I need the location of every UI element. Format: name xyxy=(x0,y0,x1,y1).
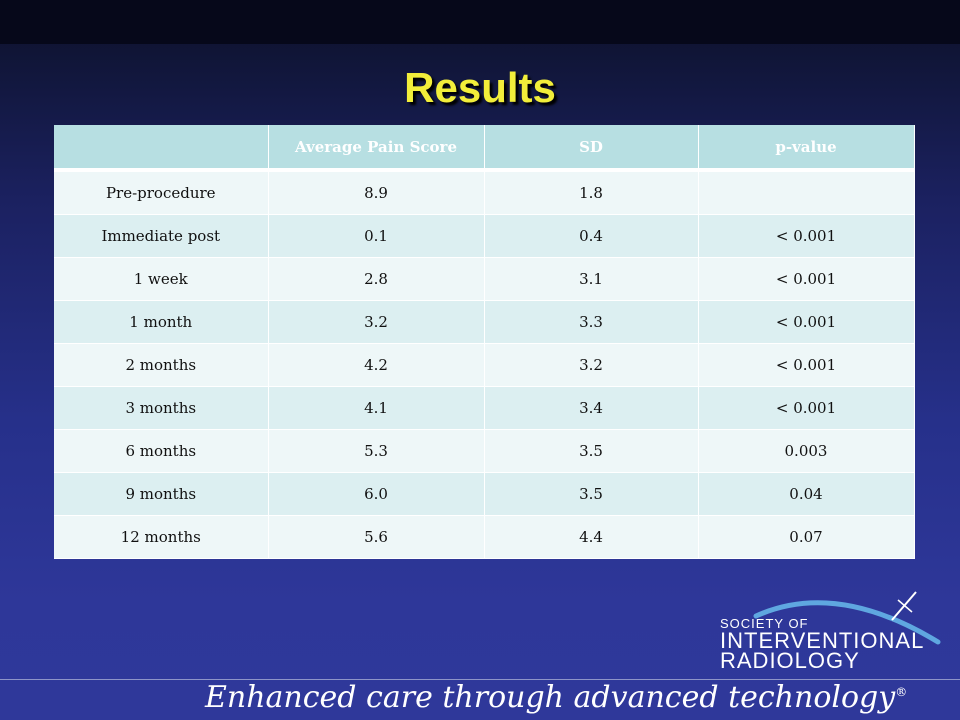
row-label-cell: Immediate post xyxy=(54,214,269,258)
table-cell: < 0.001 xyxy=(698,343,915,387)
row-label-cell: 2 months xyxy=(54,343,269,387)
table-row: Pre-procedure 8.9 1.8 xyxy=(54,170,915,215)
footer-tagline: Enhanced care through advanced technolog… xyxy=(205,680,907,715)
table-cell: 4.1 xyxy=(268,386,485,430)
header-cell: SD xyxy=(484,125,699,172)
registered-mark: ® xyxy=(895,685,908,699)
table-row: 1 week 2.8 3.1 < 0.001 xyxy=(54,257,915,301)
footer-divider xyxy=(0,679,960,680)
table-cell: < 0.001 xyxy=(698,214,915,258)
table-cell: 4.4 xyxy=(484,515,699,559)
tagline-text: Enhanced care through advanced technolog… xyxy=(205,680,896,715)
header-cell: p-value xyxy=(698,125,915,172)
table-cell: 0.4 xyxy=(484,214,699,258)
table-cell: 3.2 xyxy=(268,300,485,344)
logo-text-line2: INTERVENTIONAL xyxy=(720,628,925,653)
table-header-row: Average Pain Score SD p-value xyxy=(54,125,915,172)
table-cell: 3.2 xyxy=(484,343,699,387)
logo-text-line3: RADIOLOGY xyxy=(720,648,860,673)
table-cell: 3.1 xyxy=(484,257,699,301)
table-cell: 8.9 xyxy=(268,170,485,215)
row-label-cell: Pre-procedure xyxy=(54,170,269,215)
row-label-cell: 9 months xyxy=(54,472,269,516)
table-cell: 3.5 xyxy=(484,472,699,516)
arc-needle-icon xyxy=(753,591,941,645)
top-bar xyxy=(0,0,960,44)
slide-title: Results xyxy=(404,64,556,111)
table-row: 6 months 5.3 3.5 0.003 xyxy=(54,429,915,473)
table-cell: 0.003 xyxy=(698,429,915,473)
table-row: 9 months 6.0 3.5 0.04 xyxy=(54,472,915,516)
table-cell: 3.3 xyxy=(484,300,699,344)
table-row: 12 months 5.6 4.4 0.07 xyxy=(54,515,915,559)
table-cell: 5.3 xyxy=(268,429,485,473)
row-label-cell: 12 months xyxy=(54,515,269,559)
table-cell: < 0.001 xyxy=(698,257,915,301)
header-cell xyxy=(54,125,269,172)
table-cell: 1.8 xyxy=(484,170,699,215)
row-label-cell: 6 months xyxy=(54,429,269,473)
table-cell: 4.2 xyxy=(268,343,485,387)
header-cell: Average Pain Score xyxy=(268,125,485,172)
table-row: 3 months 4.1 3.4 < 0.001 xyxy=(54,386,915,430)
table-cell: 0.07 xyxy=(698,515,915,559)
table-cell: 3.4 xyxy=(484,386,699,430)
logo-text-line1: SOCIETY OF xyxy=(720,616,809,631)
row-label-cell: 3 months xyxy=(54,386,269,430)
results-table: Average Pain Score SD p-value Pre-proced… xyxy=(54,125,915,559)
row-label-cell: 1 week xyxy=(54,257,269,301)
table-row: 2 months 4.2 3.2 < 0.001 xyxy=(54,343,915,387)
table-row: Immediate post 0.1 0.4 < 0.001 xyxy=(54,214,915,258)
table-cell: 0.04 xyxy=(698,472,915,516)
table-cell: 2.8 xyxy=(268,257,485,301)
sir-logo: SOCIETY OF INTERVENTIONAL RADIOLOGY xyxy=(716,590,946,675)
table-cell: 5.6 xyxy=(268,515,485,559)
table-cell: 0.1 xyxy=(268,214,485,258)
table-cell xyxy=(698,170,915,215)
table-cell: < 0.001 xyxy=(698,300,915,344)
row-label-cell: 1 month xyxy=(54,300,269,344)
table-cell: 6.0 xyxy=(268,472,485,516)
table-cell: < 0.001 xyxy=(698,386,915,430)
table-cell: 3.5 xyxy=(484,429,699,473)
table-row: 1 month 3.2 3.3 < 0.001 xyxy=(54,300,915,344)
